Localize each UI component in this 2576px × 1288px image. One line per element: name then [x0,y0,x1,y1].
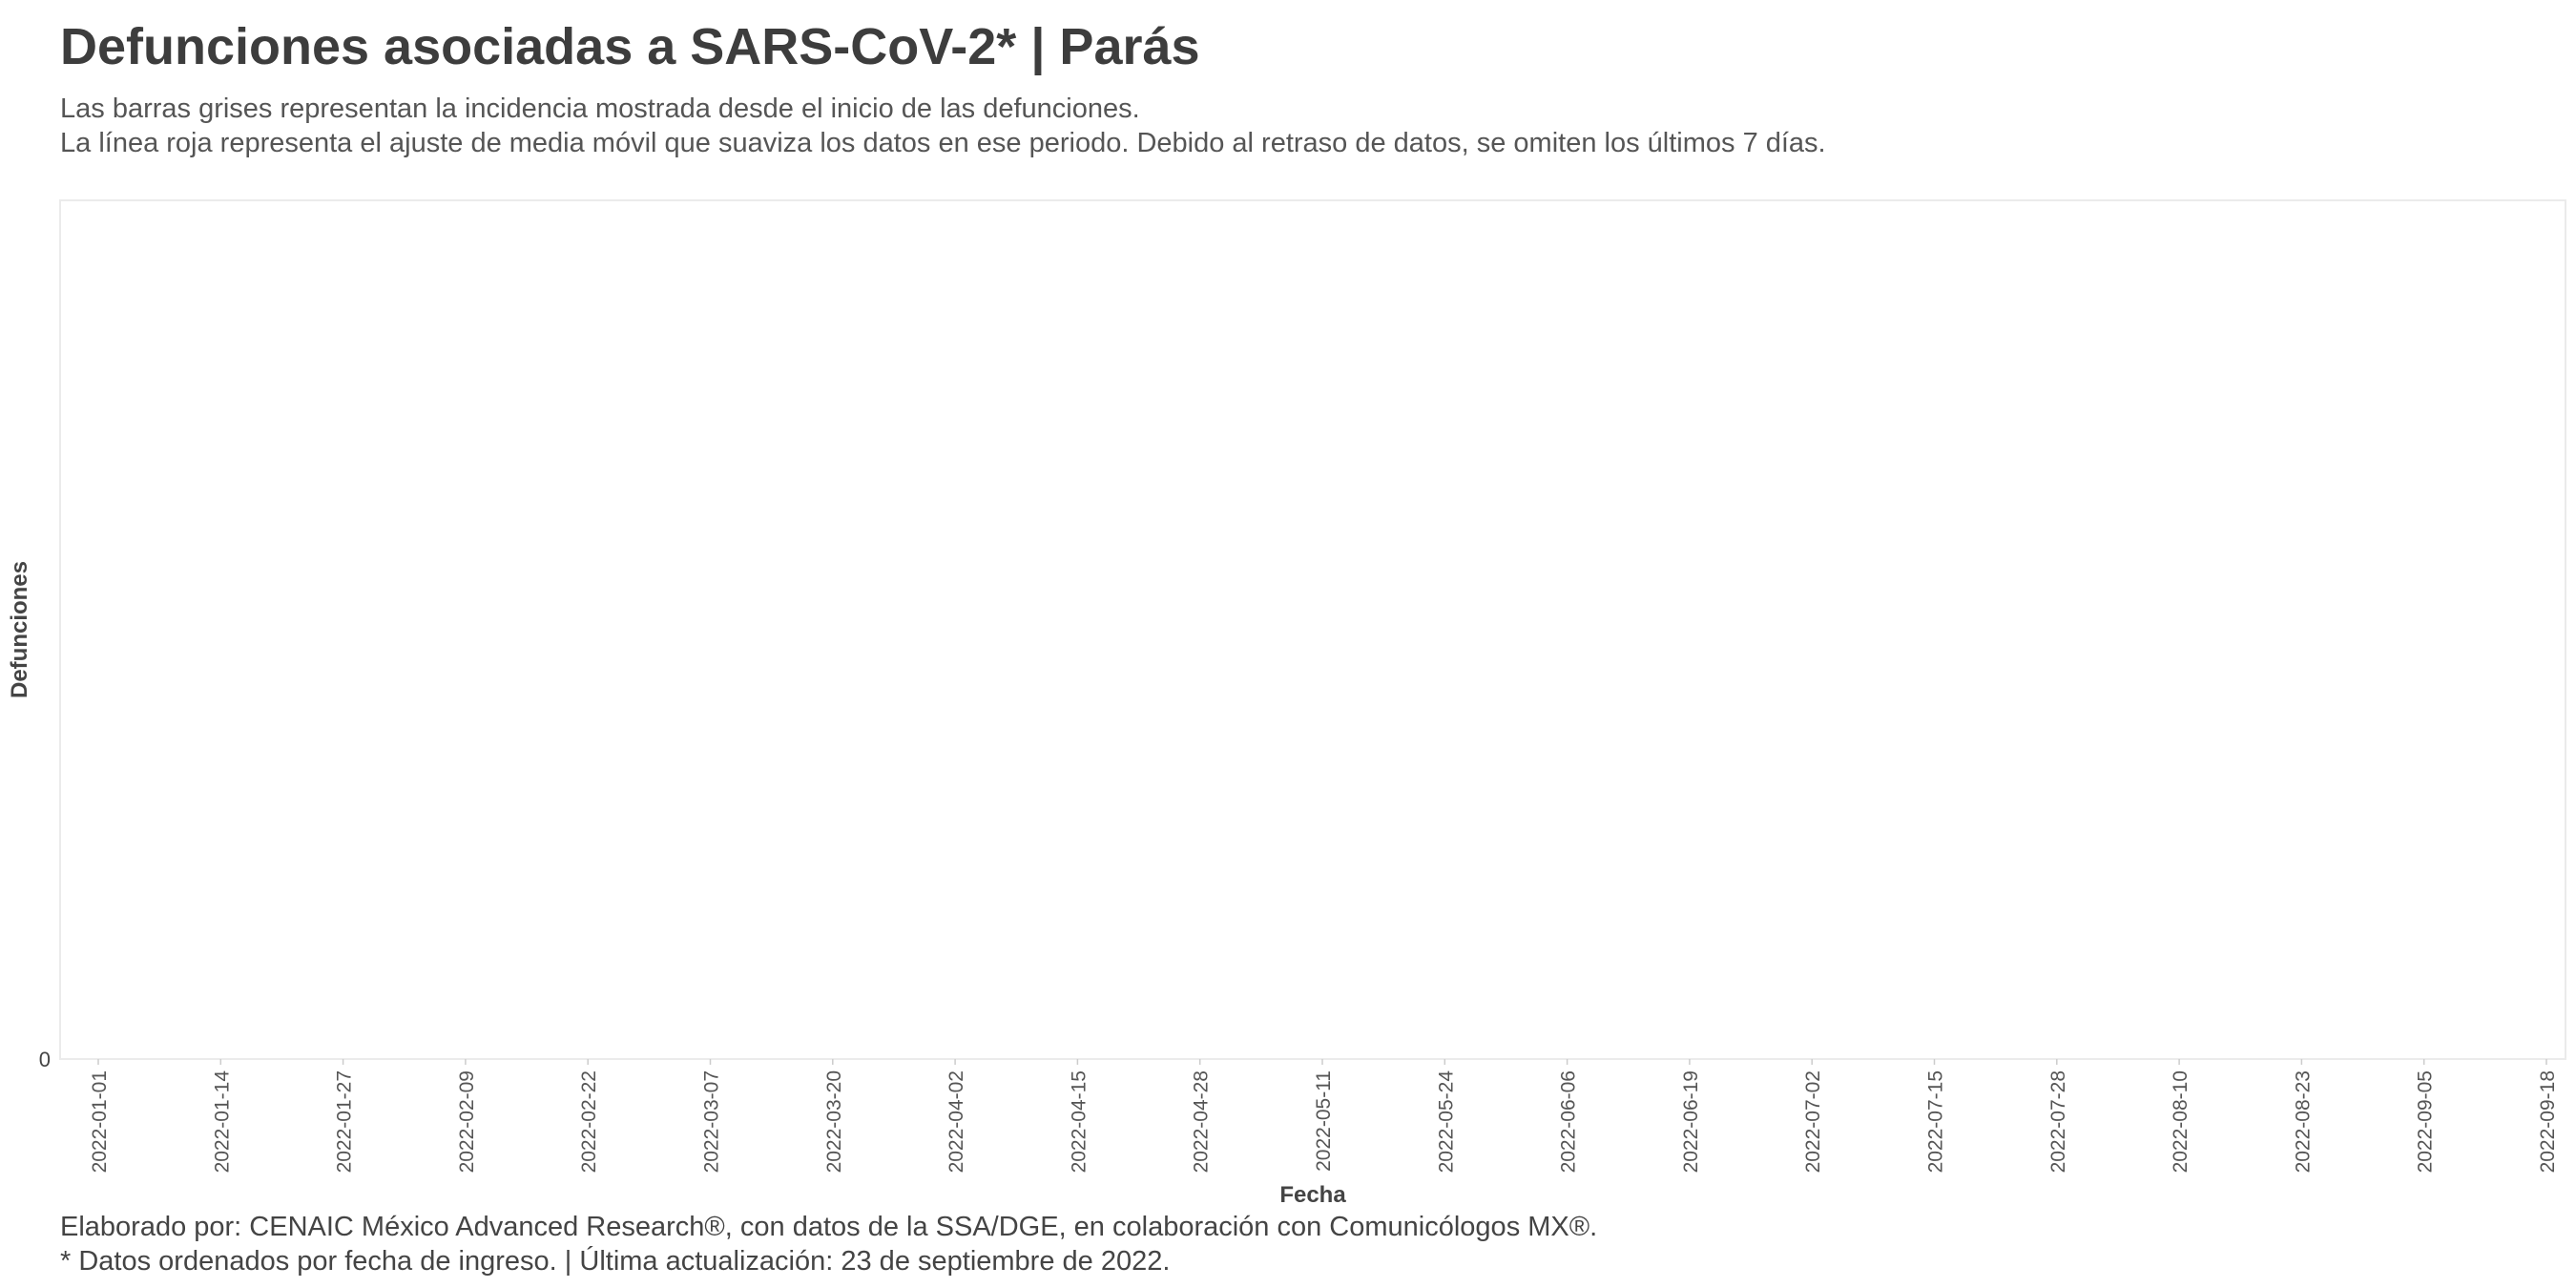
x-axis-label: Fecha [1279,1182,1346,1208]
x-tick-label: 2022-09-18 [2537,1070,2559,1173]
x-tick-label: 2022-05-11 [1313,1070,1335,1172]
x-tick-label: 2022-06-06 [1558,1070,1580,1173]
x-tick-label: 2022-07-02 [1802,1070,1824,1173]
x-tick-label: 2022-02-09 [456,1070,478,1173]
x-tick-label: 2022-05-24 [1435,1070,1457,1174]
x-tick-label: 2022-03-20 [823,1070,845,1173]
x-tick-label: 2022-08-23 [2292,1070,2314,1173]
chart-subtitle-line-1: Las barras grises representan la inciden… [60,93,1140,124]
y-tick-label: 0 [39,1048,51,1071]
x-tick-label: 2022-01-14 [211,1070,233,1174]
caption-line-1: Elaborado por: CENAIC México Advanced Re… [60,1212,1598,1242]
x-tick-label: 2022-09-05 [2415,1070,2437,1173]
plot-panel [59,199,2566,1060]
y-axis-label: Defunciones [7,561,32,698]
x-tick-label: 2022-06-19 [1680,1070,1702,1173]
x-tick-label: 2022-08-10 [2170,1070,2192,1173]
x-tick-label: 2022-04-28 [1191,1070,1213,1173]
x-tick-label: 2022-04-02 [945,1070,967,1173]
x-tick-label: 2022-03-07 [701,1070,723,1173]
caption-line-2: * Datos ordenados por fecha de ingreso. … [60,1246,1171,1277]
x-tick-label: 2022-04-15 [1068,1070,1090,1173]
chart-subtitle-line-2: La línea roja representa el ajuste de me… [60,128,1826,158]
x-axis-ticks: 2022-01-01 2022-01-14 2022-01-27 2022-02-09… [89,1059,2559,1173]
x-tick-label: 2022-01-01 [89,1070,111,1173]
x-tick-label: 2022-07-15 [1925,1070,1947,1173]
x-tick-label: 2022-07-28 [2047,1070,2069,1173]
y-axis-ticks: 0 [39,1048,51,1071]
x-tick-label: 2022-01-27 [334,1070,356,1173]
chart-title: Defunciones asociadas a SARS-CoV-2* | Pa… [60,18,1200,75]
x-tick-label: 2022-02-22 [578,1070,600,1173]
